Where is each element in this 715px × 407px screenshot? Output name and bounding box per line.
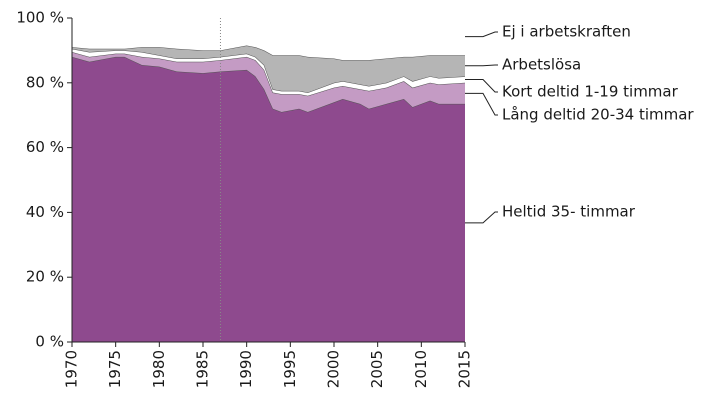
y-tick-label: 60 % xyxy=(26,138,64,156)
y-tick-label: 40 % xyxy=(26,203,64,221)
x-tick-label: 1995 xyxy=(281,350,299,388)
area xyxy=(72,48,465,96)
x-tick-label: 1970 xyxy=(63,350,81,388)
legend-label: Kort deltid 1-19 timmar xyxy=(502,83,679,101)
x-tick-label: 1990 xyxy=(237,350,255,388)
x-tick-label: 2015 xyxy=(456,350,474,388)
leader-line xyxy=(465,79,498,93)
leader-line xyxy=(465,31,498,38)
y-tick-label: 0 % xyxy=(35,333,64,351)
x-tick-label: 1980 xyxy=(150,350,168,388)
y-tick-label: 20 % xyxy=(26,268,64,286)
y-tick-label: 80 % xyxy=(26,73,64,91)
x-tick-label: 2010 xyxy=(412,350,430,388)
legend-label: Arbetslösa xyxy=(502,56,581,74)
area xyxy=(72,45,465,93)
leader-line xyxy=(465,211,498,224)
area xyxy=(72,56,465,342)
x-tick-label: 2005 xyxy=(368,350,386,388)
x-tick-label: 1975 xyxy=(106,350,124,388)
y-tick-label: 100 % xyxy=(16,9,64,27)
leader-line xyxy=(465,64,498,67)
legend-label: Heltid 35- timmar xyxy=(502,203,636,221)
legend-label: Lång deltid 20-34 timmar xyxy=(502,106,694,124)
leader-line xyxy=(465,92,498,116)
legend-label: Ej i arbetskraften xyxy=(502,23,631,41)
area xyxy=(72,18,465,61)
x-tick-label: 1985 xyxy=(194,350,212,388)
x-tick-label: 2000 xyxy=(325,350,343,388)
